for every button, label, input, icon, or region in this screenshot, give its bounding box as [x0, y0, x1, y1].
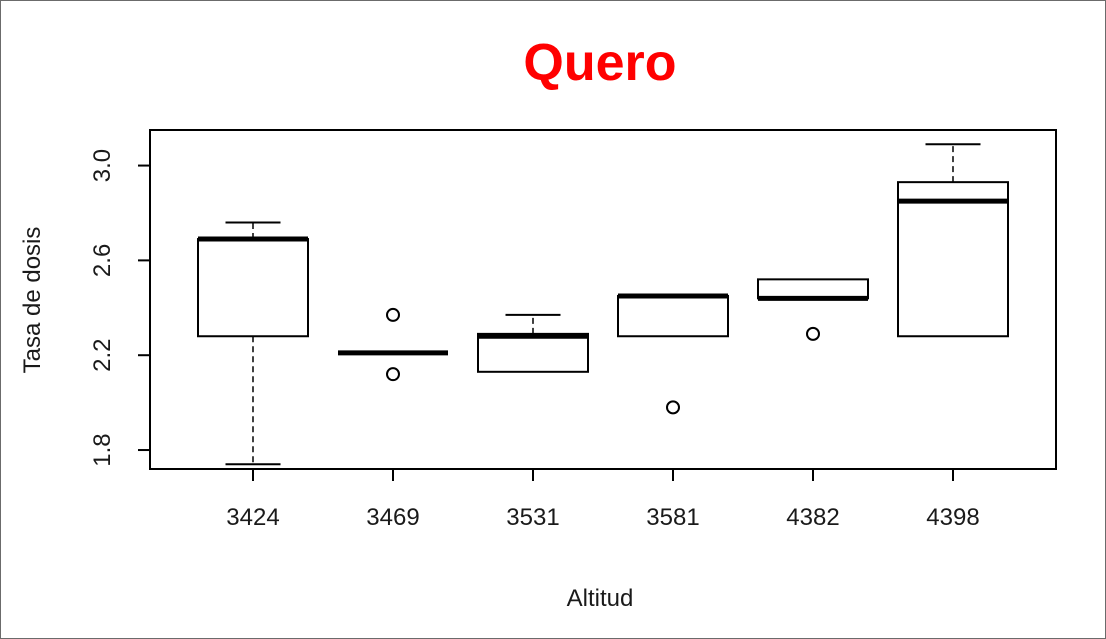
box-3469 [338, 307, 448, 382]
outlier-point [386, 367, 400, 382]
box-3424 [197, 221, 309, 466]
x-tick-label: 4382 [786, 504, 839, 531]
box-4382 [757, 278, 869, 341]
chart-title: Quero [523, 34, 676, 92]
box-body [757, 278, 869, 300]
outlier-point [386, 307, 400, 322]
x-tick-label: 3581 [646, 504, 699, 531]
outlier-point [666, 400, 680, 415]
y-tick-label: 2.2 [89, 339, 116, 372]
outlier-point [806, 326, 820, 341]
x-tick-label: 3469 [366, 504, 419, 531]
x-tick-label: 3424 [226, 504, 279, 531]
x-axis: 3424 3469 3531 3581 4382 4398 [226, 468, 980, 531]
y-axis: 1.8 2.2 2.6 3.0 [89, 149, 151, 467]
box-body [897, 181, 1009, 338]
boxes-layer [197, 143, 1009, 466]
y-tick-label: 1.8 [89, 433, 116, 466]
x-tick-label: 4398 [926, 504, 979, 531]
box-body [617, 294, 729, 338]
y-tick-label: 3.0 [89, 149, 116, 182]
box-body [197, 238, 309, 338]
box-body [477, 332, 589, 373]
y-tick-label: 2.6 [89, 244, 116, 277]
y-axis-label: Tasa de dosis [19, 227, 46, 374]
x-axis-label: Altitud [567, 585, 634, 612]
box-3531 [477, 313, 589, 373]
box-4398 [897, 143, 1009, 338]
box-3581 [617, 293, 729, 415]
x-tick-label: 3531 [506, 504, 559, 531]
